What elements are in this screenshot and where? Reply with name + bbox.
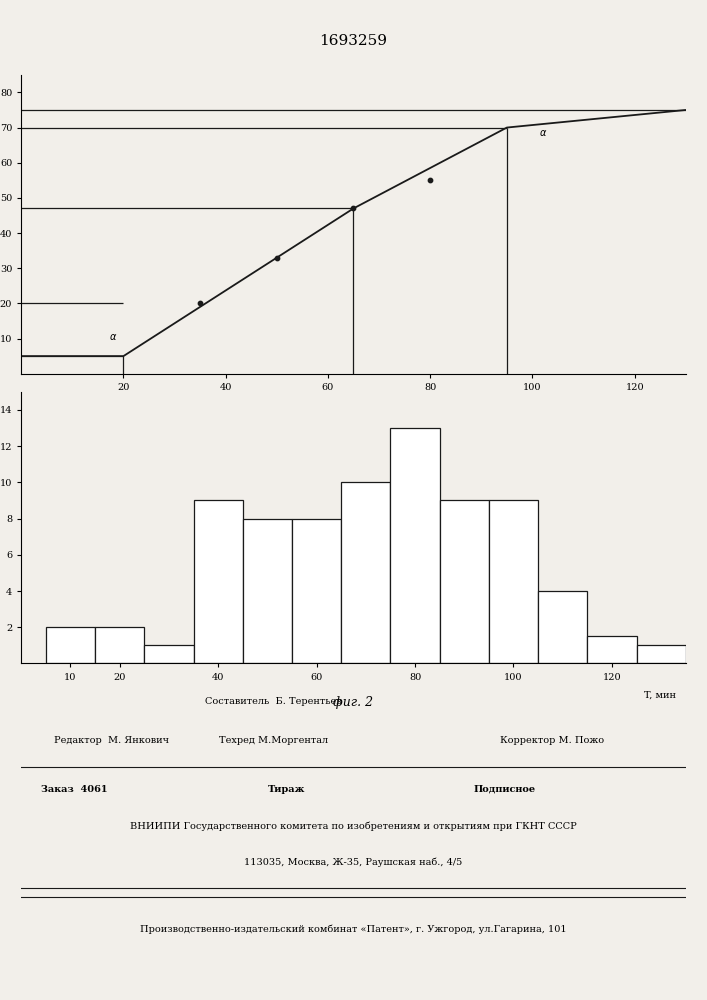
Text: 1693259: 1693259: [320, 34, 387, 48]
Text: фиг. 1: фиг. 1: [334, 413, 373, 426]
Text: Τ: Τ: [503, 423, 510, 432]
Text: Составитель  Б. Терентьев: Составитель Б. Терентьев: [206, 697, 342, 706]
Text: α: α: [539, 128, 546, 138]
Text: Корректор М. Пожо: Корректор М. Пожо: [500, 736, 604, 745]
Text: Тираж: Тираж: [268, 785, 306, 794]
Text: Редактор  М. Янкович: Редактор М. Янкович: [54, 736, 170, 745]
Text: Производственно-издательский комбинат «Патент», г. Ужгород, ул.Гагарина, 101: Производственно-издательский комбинат «П…: [140, 924, 567, 934]
Point: [348, 200, 359, 216]
Bar: [489, 500, 538, 663]
Bar: [636, 645, 686, 663]
Point: [194, 295, 206, 311]
Text: Подписное: Подписное: [473, 785, 535, 794]
Text: T, мин: T, мин: [644, 691, 676, 700]
Text: T, мин: T, мин: [643, 391, 676, 400]
Bar: [243, 519, 292, 663]
Text: Техред М.Моргентал: Техред М.Моргентал: [219, 736, 328, 745]
Bar: [194, 500, 243, 663]
Text: α: α: [110, 332, 117, 342]
Bar: [95, 627, 144, 663]
Point: [424, 172, 436, 188]
Text: tб: tб: [440, 423, 450, 432]
Text: tн: tн: [349, 423, 358, 432]
Text: t: t: [122, 423, 125, 432]
Text: фиг. 2: фиг. 2: [334, 696, 373, 709]
Bar: [390, 428, 440, 663]
Bar: [588, 636, 636, 663]
Bar: [46, 627, 95, 663]
Bar: [292, 519, 341, 663]
Bar: [144, 645, 194, 663]
Text: 113035, Москва, Ж-35, Раушская наб., 4/5: 113035, Москва, Ж-35, Раушская наб., 4/5: [245, 858, 462, 867]
Text: tб: tб: [563, 423, 573, 432]
Bar: [538, 591, 588, 663]
Text: Заказ  4061: Заказ 4061: [41, 785, 107, 794]
Bar: [440, 500, 489, 663]
Bar: [341, 482, 390, 663]
Text: ВНИИПИ Государственного комитета по изобретениям и открытиям при ГКНТ СССР: ВНИИПИ Государственного комитета по изоб…: [130, 821, 577, 831]
Point: [271, 250, 283, 266]
